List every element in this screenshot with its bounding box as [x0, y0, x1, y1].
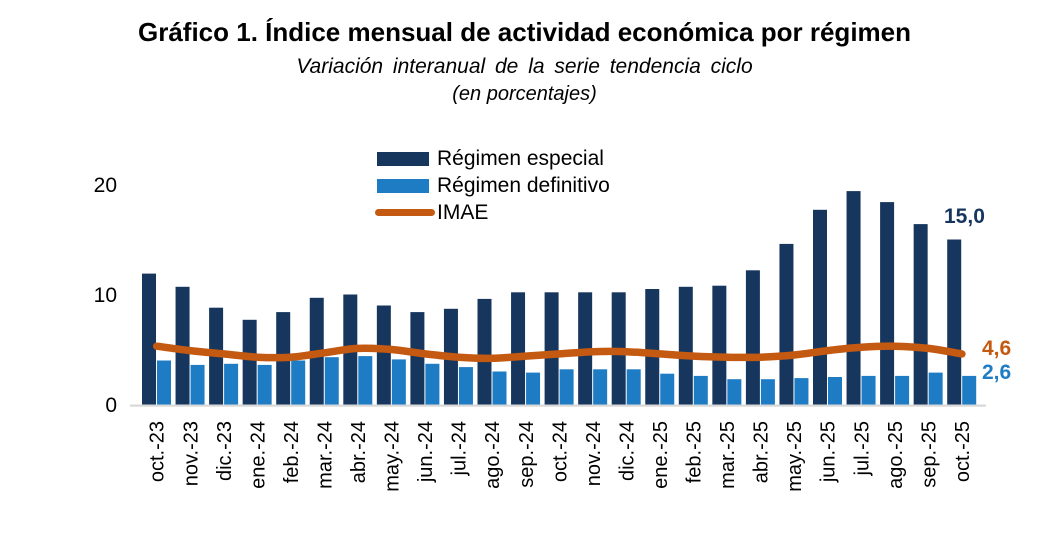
- end-label-regimen-definitivo: 2,6: [982, 361, 1012, 384]
- bar-regimen-definitivo: [593, 369, 608, 405]
- bar-regimen-definitivo: [828, 377, 842, 405]
- legend-swatch-regimen-definitivo: [377, 178, 429, 193]
- legend-label-imae: IMAE: [437, 201, 489, 224]
- bar-regimen-especial: [410, 312, 425, 405]
- y-tick-label: 0: [105, 394, 117, 417]
- x-tick-label: ene.-25: [650, 421, 672, 489]
- bar-regimen-definitivo: [291, 360, 306, 405]
- x-tick-label: sep.-24: [516, 421, 538, 488]
- x-tick-label: dic.-23: [214, 421, 236, 481]
- bar-regimen-especial: [477, 298, 492, 405]
- bar-regimen-definitivo: [257, 364, 272, 405]
- x-tick-label: abr.-25: [751, 421, 773, 483]
- x-tick-label: jul.-25: [851, 421, 873, 476]
- bar-regimen-especial: [242, 319, 257, 405]
- x-tick-label: ene.-24: [247, 421, 269, 489]
- bar-regimen-definitivo: [526, 372, 541, 405]
- bar-regimen-definitivo: [157, 360, 171, 405]
- end-label-regimen-especial: 15,0: [944, 205, 985, 228]
- x-tick-label: jun.-25: [818, 421, 840, 483]
- legend-label-regimen-especial: Régimen especial: [437, 147, 604, 170]
- bar-regimen-especial: [913, 224, 928, 405]
- bar-regimen-definitivo: [660, 373, 675, 405]
- x-tick-label: may.-24: [382, 421, 404, 492]
- x-tick-label: nov.-24: [583, 421, 605, 486]
- chart-title: Gráfico 1. Índice mensual de actividad e…: [137, 17, 912, 47]
- x-tick-label: ago.-25: [885, 421, 907, 489]
- legend-swatch-regimen-especial: [377, 151, 429, 166]
- bar-regimen-definitivo: [895, 375, 910, 405]
- bar-regimen-especial: [846, 191, 861, 405]
- bar-regimen-definitivo: [928, 372, 943, 405]
- bar-regimen-definitivo: [324, 357, 339, 405]
- legend-swatch-imae: [375, 209, 435, 216]
- x-tick-label: oct.-24: [549, 421, 571, 482]
- bar-regimen-definitivo: [224, 363, 239, 405]
- bar-regimen-especial: [678, 286, 693, 405]
- bar-regimen-especial: [142, 273, 156, 405]
- x-tick-label: mar.-25: [717, 421, 739, 489]
- x-tick-label: dic.-24: [616, 421, 638, 481]
- bar-regimen-definitivo: [458, 367, 473, 405]
- legend-item-imae: IMAE: [375, 199, 610, 226]
- bar-regimen-definitivo: [727, 379, 742, 405]
- x-tick-label: feb.-24: [281, 421, 303, 483]
- end-label-imae: 4,6: [982, 337, 1012, 360]
- bar-regimen-especial: [813, 209, 827, 405]
- bar-regimen-especial: [712, 285, 727, 405]
- x-tick-label: abr.-24: [348, 421, 370, 483]
- bar-regimen-especial: [745, 270, 760, 405]
- bar-regimen-definitivo: [794, 378, 809, 405]
- legend-item-regimen-especial: Régimen especial: [375, 145, 610, 172]
- legend-item-regimen-definitivo: Régimen definitivo: [375, 172, 610, 199]
- bar-regimen-especial: [880, 202, 895, 405]
- bar-regimen-especial: [175, 286, 190, 405]
- x-tick-label: may.-25: [784, 421, 806, 492]
- x-tick-label: oct.-23: [147, 421, 169, 482]
- x-axis-line: [130, 404, 986, 407]
- bar-regimen-definitivo: [391, 359, 406, 405]
- bar-regimen-definitivo: [492, 371, 507, 405]
- chart-units-note: (en porcentajes): [452, 83, 597, 105]
- bar-regimen-especial: [645, 289, 660, 405]
- x-tick-label: nov.-23: [180, 421, 202, 486]
- bar-regimen-especial: [544, 292, 559, 405]
- bar-regimen-definitivo: [626, 369, 641, 405]
- bar-regimen-especial: [779, 243, 794, 405]
- bar-regimen-definitivo: [559, 369, 574, 405]
- bar-regimen-definitivo: [693, 375, 708, 405]
- bar-regimen-definitivo: [760, 379, 775, 405]
- x-tick-label: jun.-24: [415, 421, 437, 483]
- bar-regimen-especial: [511, 292, 526, 405]
- x-tick-label: ago.-24: [482, 421, 504, 489]
- imae-line: [152, 342, 966, 363]
- bar-regimen-definitivo: [861, 375, 876, 405]
- x-tick-label: jul.-24: [449, 421, 471, 476]
- bar-regimen-especial: [947, 239, 962, 405]
- legend-label-regimen-definitivo: Régimen definitivo: [437, 174, 610, 197]
- y-tick-label: 10: [94, 284, 117, 307]
- bar-regimen-definitivo: [425, 363, 440, 405]
- y-tick-label: 20: [94, 174, 117, 197]
- legend: Régimen especial Régimen definitivo IMAE: [375, 145, 610, 226]
- x-tick-label: feb.-25: [684, 421, 706, 483]
- x-tick-label: sep.-25: [918, 421, 940, 488]
- chart-subtitle: Variación interanual de la serie tendenc…: [296, 55, 753, 78]
- bar-regimen-definitivo: [358, 356, 373, 405]
- x-tick-label: oct.-25: [952, 421, 974, 482]
- bar-regimen-especial: [376, 305, 391, 405]
- bar-regimen-definitivo: [962, 375, 977, 405]
- x-tick-label: mar.-24: [314, 421, 336, 489]
- bar-regimen-definitivo: [190, 364, 205, 405]
